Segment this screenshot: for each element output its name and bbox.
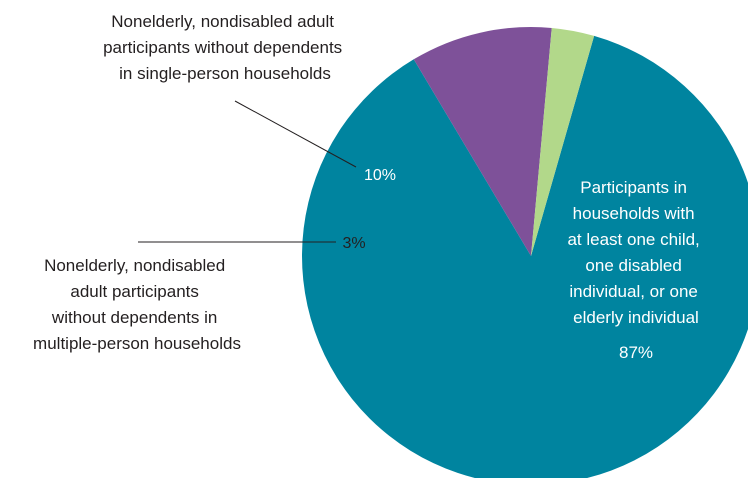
slice-multiple-person bbox=[531, 27, 595, 256]
slice-value-single-person: 10% bbox=[364, 167, 396, 184]
slice-households-with-child bbox=[302, 35, 748, 478]
slice-label-single-person: Nonelderly, nondisabled adult participan… bbox=[103, 12, 347, 83]
pie-slices bbox=[302, 26, 748, 478]
slice-value-households-with-child: 87% bbox=[619, 343, 653, 362]
slice-label-multiple-person: Nonelderly, nondisabled adult participan… bbox=[33, 256, 241, 353]
slice-label-households-with-child: Participants in households with at least… bbox=[567, 178, 704, 327]
slice-single-person bbox=[413, 26, 552, 257]
leader-line-single-person bbox=[234, 100, 357, 168]
slice-value-multiple-person: 3% bbox=[342, 235, 365, 252]
